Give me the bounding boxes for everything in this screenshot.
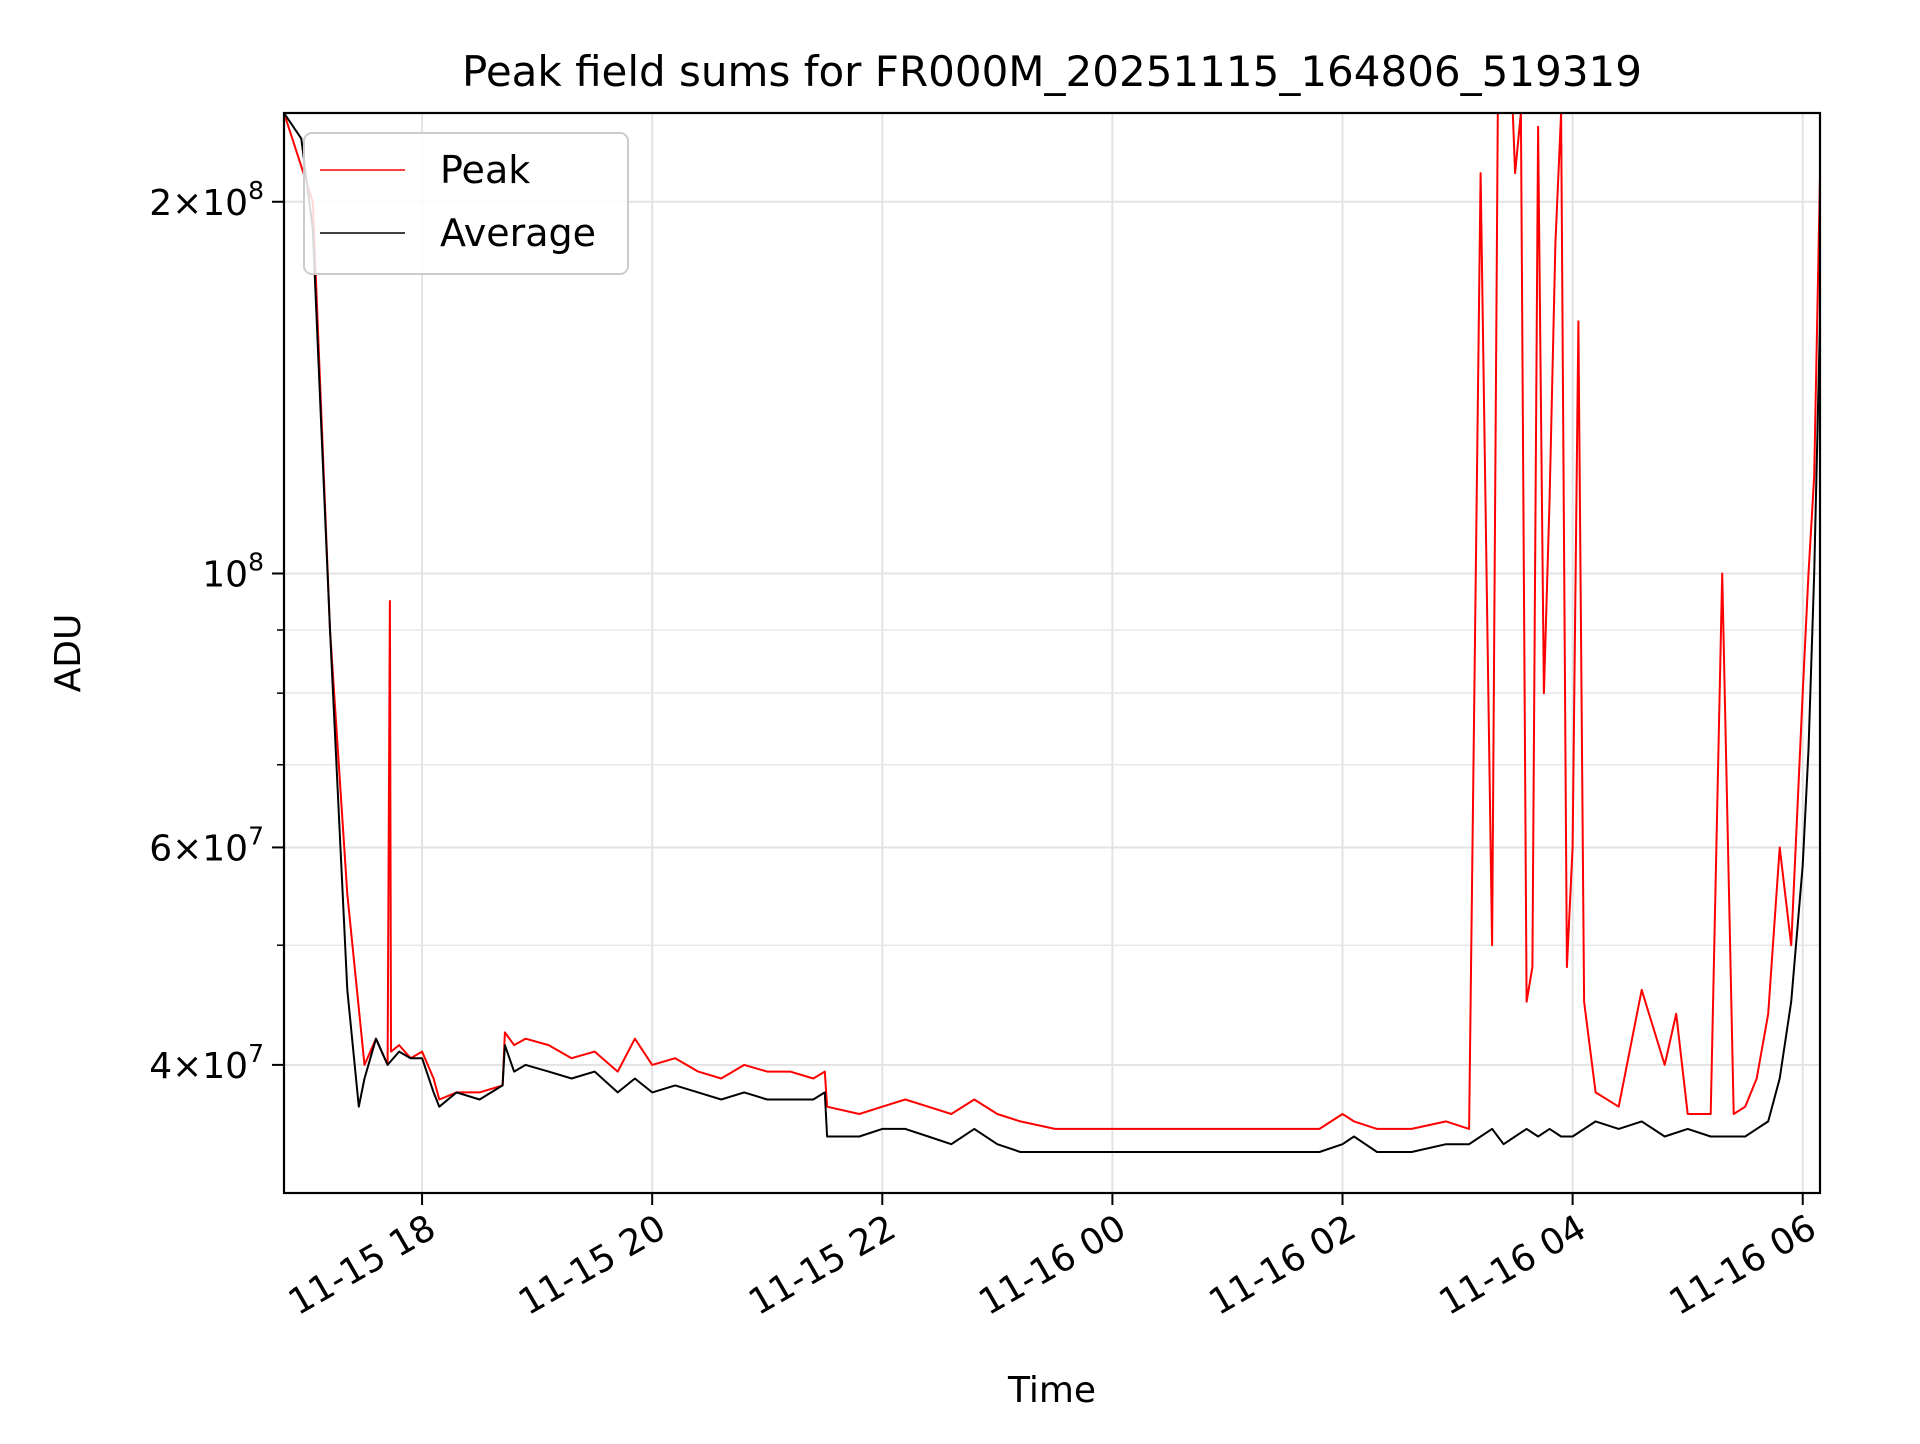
y-tick-label: 2×108 [149,176,264,224]
series-layer [284,113,1820,1153]
legend: Peak Average [303,132,629,275]
series-line-average [284,113,1820,1153]
legend-label-peak: Peak [440,148,530,192]
legend-box [303,132,629,275]
y-axis-label: ADU [48,614,89,693]
y-tick-label: 6×107 [149,821,264,869]
y-tick-label: 108 [202,547,264,595]
legend-label-average: Average [440,211,596,255]
plot-frame [282,111,1822,1195]
y-tick-label: 4×107 [149,1039,264,1087]
series-line-peak [284,113,1820,1130]
x-axis-label: Time [1007,1370,1096,1411]
grid [284,113,1820,1193]
chart-title: Peak field sums for FR000M_20251115_1648… [462,47,1642,96]
